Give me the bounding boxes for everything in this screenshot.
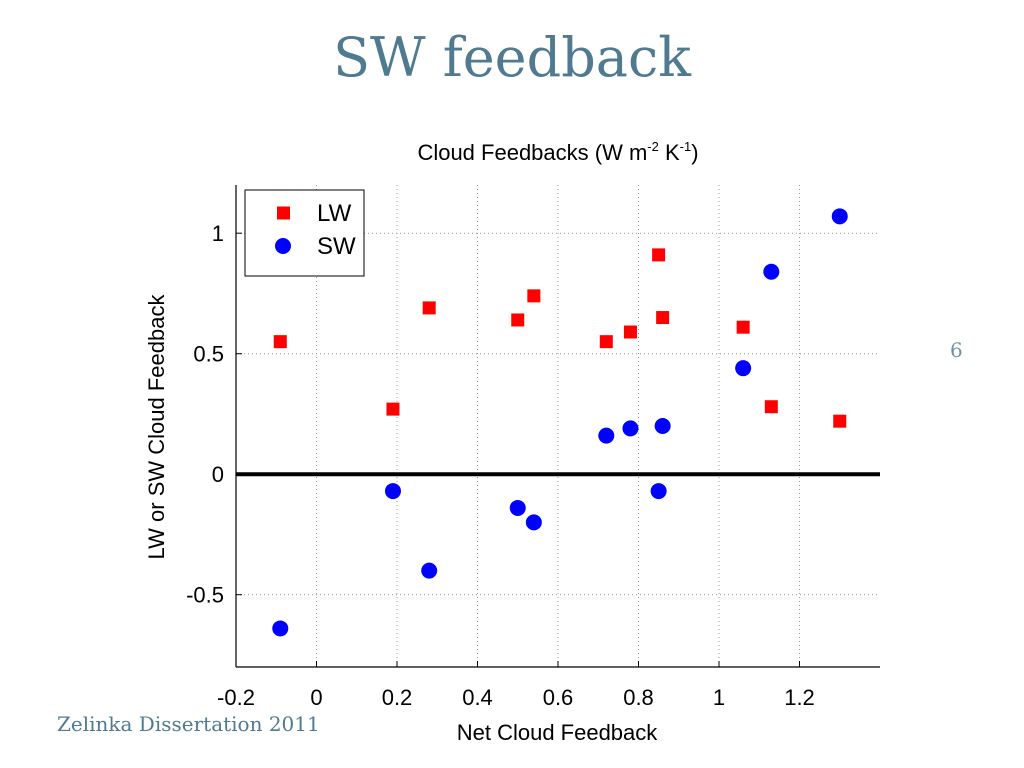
slide-title: SW feedback <box>333 26 691 89</box>
lw-point <box>623 325 637 339</box>
x-tick-label: 0 <box>310 685 322 710</box>
chart-title-part: Cloud Feedbacks (W m <box>417 140 647 165</box>
sw-point <box>272 620 289 637</box>
legend-lw-label: LW <box>317 200 352 227</box>
sw-point <box>525 514 542 531</box>
lw-point <box>527 289 541 303</box>
y-tick-label: -0.5 <box>186 583 224 608</box>
y-axis-label: LW or SW Cloud Feedback <box>144 294 169 560</box>
lw-point <box>656 311 670 325</box>
chart-title-part: K <box>659 140 680 165</box>
slide-number: 6 <box>950 338 963 362</box>
legend-lw-marker <box>277 206 290 220</box>
slide-footer-citation: Zelinka Dissertation 2011 <box>57 712 320 736</box>
sw-point <box>598 427 615 444</box>
chart-title: Cloud Feedbacks (W m-2 K-1) <box>417 139 698 165</box>
lw-point <box>652 248 666 262</box>
x-tick-label: 1 <box>713 685 725 710</box>
sw-point <box>622 420 639 437</box>
axes <box>235 185 880 668</box>
legend-sw-marker <box>275 238 291 254</box>
x-tick-label: 0.2 <box>382 685 413 710</box>
sw-point <box>650 483 667 500</box>
chart-title-sup: -2 <box>647 139 659 154</box>
sw-point <box>735 360 752 377</box>
sw-point <box>763 263 780 280</box>
x-tick-label: -0.2 <box>217 685 255 710</box>
lw-point <box>386 402 400 416</box>
lw-point <box>511 313 525 327</box>
sw-point <box>509 499 526 516</box>
legend-box <box>244 189 365 277</box>
sw-point <box>831 208 848 225</box>
lw-point <box>599 335 613 349</box>
legend-sw-label: SW <box>317 233 356 260</box>
data-points <box>272 208 848 637</box>
y-tick-label: 0.5 <box>193 342 224 367</box>
x-tick-label: 0.6 <box>543 685 574 710</box>
chart-title-part: ) <box>691 140 698 165</box>
lw-point <box>422 301 436 315</box>
lw-point <box>736 320 750 334</box>
sw-point <box>384 483 401 500</box>
y-tick-label: 1 <box>212 221 224 246</box>
chart-title-sup: -1 <box>680 139 692 154</box>
sw-point <box>421 562 438 579</box>
sw-point <box>654 418 671 434</box>
x-axis-label: Net Cloud Feedback <box>457 720 659 745</box>
tick-labels: -0.2 0 0.2 0.4 0.6 0.8 1 1.2 -0.5 0 0.5 1 <box>186 221 815 710</box>
x-tick-label: 0.8 <box>623 685 654 710</box>
y-tick-label: 0 <box>212 462 224 487</box>
legend: LW SW <box>244 189 365 277</box>
x-tick-label: 1.2 <box>784 685 815 710</box>
x-tick-label: 0.4 <box>462 685 493 710</box>
lw-point <box>764 400 778 414</box>
lw-point <box>833 414 847 428</box>
lw-point <box>273 335 287 349</box>
